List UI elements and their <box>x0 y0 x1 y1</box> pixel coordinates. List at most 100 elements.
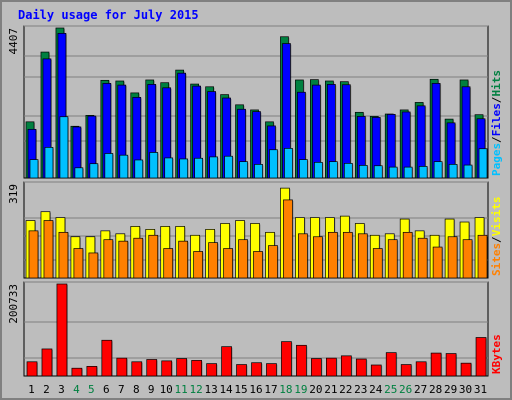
bar-sites-day-14 <box>223 248 233 279</box>
bar-sites-day-8 <box>133 237 144 279</box>
x-label-day-2: 2 <box>43 383 50 396</box>
bar-kbytes-day-13 <box>206 363 217 377</box>
bar-pages-day-15 <box>239 161 248 179</box>
bar-sites-day-31 <box>477 234 488 279</box>
x-label-day-7: 7 <box>118 383 125 396</box>
bar-kbytes-day-7 <box>116 357 128 377</box>
bar-sites-day-3 <box>58 231 69 279</box>
legend-entry-sites: Sites <box>490 243 503 276</box>
bar-pages-day-16 <box>254 164 263 179</box>
bar-kbytes-day-5 <box>86 366 98 377</box>
x-axis-labels: 1 2 3 4 5 6 7 8 9 10 11 12 13 14 15 16 17 18 19 20 21 22 23 24 2… <box>28 383 487 396</box>
bar-kbytes-day-15 <box>236 364 247 377</box>
bar-kbytes-day-1 <box>26 361 38 377</box>
bar-kbytes-day-12 <box>191 360 202 377</box>
legend-entry-pages: Pages <box>490 143 503 176</box>
x-label-day-27: 27 <box>414 383 427 396</box>
bar-kbytes-day-27 <box>415 361 427 377</box>
bar-kbytes-day-28 <box>430 352 442 377</box>
legend-entry-kbytes: KBytes <box>490 334 503 374</box>
bar-kbytes-day-26 <box>400 364 412 377</box>
x-label-day-11: 11 <box>175 383 188 396</box>
bar-kbytes-day-8 <box>131 361 143 377</box>
bar-kbytes-day-18 <box>281 341 292 377</box>
bar-kbytes-day-17 <box>266 363 277 377</box>
bar-sites-day-19 <box>298 233 308 279</box>
bar-kbytes-day-31 <box>475 337 487 377</box>
bar-kbytes-day-30 <box>460 362 472 377</box>
x-label-day-15: 15 <box>234 383 247 396</box>
x-label-day-4: 4 <box>73 383 80 396</box>
bar-files-day-30 <box>461 86 471 179</box>
x-label-day-24: 24 <box>369 383 383 396</box>
x-label-day-9: 9 <box>148 383 155 396</box>
x-label-day-17: 17 <box>264 383 277 396</box>
bar-pages-day-25 <box>388 166 398 179</box>
chart-title: Daily usage for July 2015 <box>18 8 199 22</box>
x-label-day-13: 13 <box>204 383 217 396</box>
x-label-day-10: 10 <box>160 383 173 396</box>
bar-kbytes-day-2 <box>41 348 53 377</box>
panel-visits-sites: 319 Sites/Visits <box>7 181 503 279</box>
bar-sites-day-7 <box>118 240 129 279</box>
bar-pages-day-19 <box>299 159 308 179</box>
bar-sites-day-20 <box>313 236 323 279</box>
bar-pages-day-5 <box>89 163 99 179</box>
bar-pages-day-13 <box>209 156 218 179</box>
bar-sites-day-23 <box>357 233 368 279</box>
legend-entry-hits: Hits <box>490 70 503 97</box>
legend-separator: / <box>490 236 503 243</box>
chart-panels: 4407Pages/Files/Hits319Sites/Visits20073… <box>7 25 503 377</box>
x-label-day-22: 22 <box>339 383 352 396</box>
x-label-day-26: 26 <box>399 383 412 396</box>
bar-sites-day-28 <box>432 246 443 279</box>
bar-pages-day-4 <box>74 167 84 179</box>
x-label-day-29: 29 <box>444 383 457 396</box>
bar-sites-day-16 <box>253 251 263 279</box>
bar-pages-day-7 <box>119 154 129 179</box>
bar-pages-day-18 <box>284 148 293 179</box>
bar-kbytes-day-6 <box>101 339 113 377</box>
legend: Pages/Files/Hits <box>490 70 503 176</box>
bar-sites-day-6 <box>103 239 114 279</box>
bar-sites-day-21 <box>328 231 338 279</box>
bar-sites-day-2 <box>43 220 54 279</box>
legend: Sites/Visits <box>490 197 503 277</box>
bar-pages-day-27 <box>418 166 428 179</box>
bar-pages-day-12 <box>194 157 203 179</box>
x-label-day-8: 8 <box>133 383 140 396</box>
legend-separator: / <box>490 136 503 143</box>
bar-pages-day-30 <box>463 164 473 179</box>
bar-sites-day-18 <box>283 199 293 279</box>
x-label-day-3: 3 <box>58 383 65 396</box>
bar-kbytes-day-14 <box>221 346 232 377</box>
y-max-label: 4407 <box>7 28 20 55</box>
bar-sites-day-26 <box>402 231 413 279</box>
bar-sites-day-4 <box>73 248 84 279</box>
bar-sites-day-10 <box>163 248 174 279</box>
bar-pages-day-20 <box>314 161 323 179</box>
x-label-day-14: 14 <box>219 383 233 396</box>
bar-pages-day-14 <box>224 155 233 179</box>
x-label-day-25: 25 <box>384 383 397 396</box>
bar-pages-day-29 <box>448 164 458 179</box>
bar-pages-day-8 <box>134 159 144 179</box>
bar-kbytes-day-11 <box>176 358 188 377</box>
bar-pages-day-24 <box>373 165 383 179</box>
x-label-day-18: 18 <box>279 383 292 396</box>
bar-kbytes-day-20 <box>311 358 322 377</box>
legend-entry-visits: Visits <box>490 197 503 237</box>
x-label-day-21: 21 <box>324 383 337 396</box>
bar-kbytes-day-16 <box>251 362 262 377</box>
bar-sites-day-5 <box>88 252 99 279</box>
x-label-day-20: 20 <box>309 383 322 396</box>
x-label-day-12: 12 <box>190 383 203 396</box>
bar-sites-day-30 <box>462 239 473 279</box>
bar-pages-day-21 <box>329 161 338 179</box>
x-label-day-19: 19 <box>294 383 307 396</box>
x-label-day-30: 30 <box>459 383 472 396</box>
bar-kbytes-day-25 <box>385 352 397 377</box>
